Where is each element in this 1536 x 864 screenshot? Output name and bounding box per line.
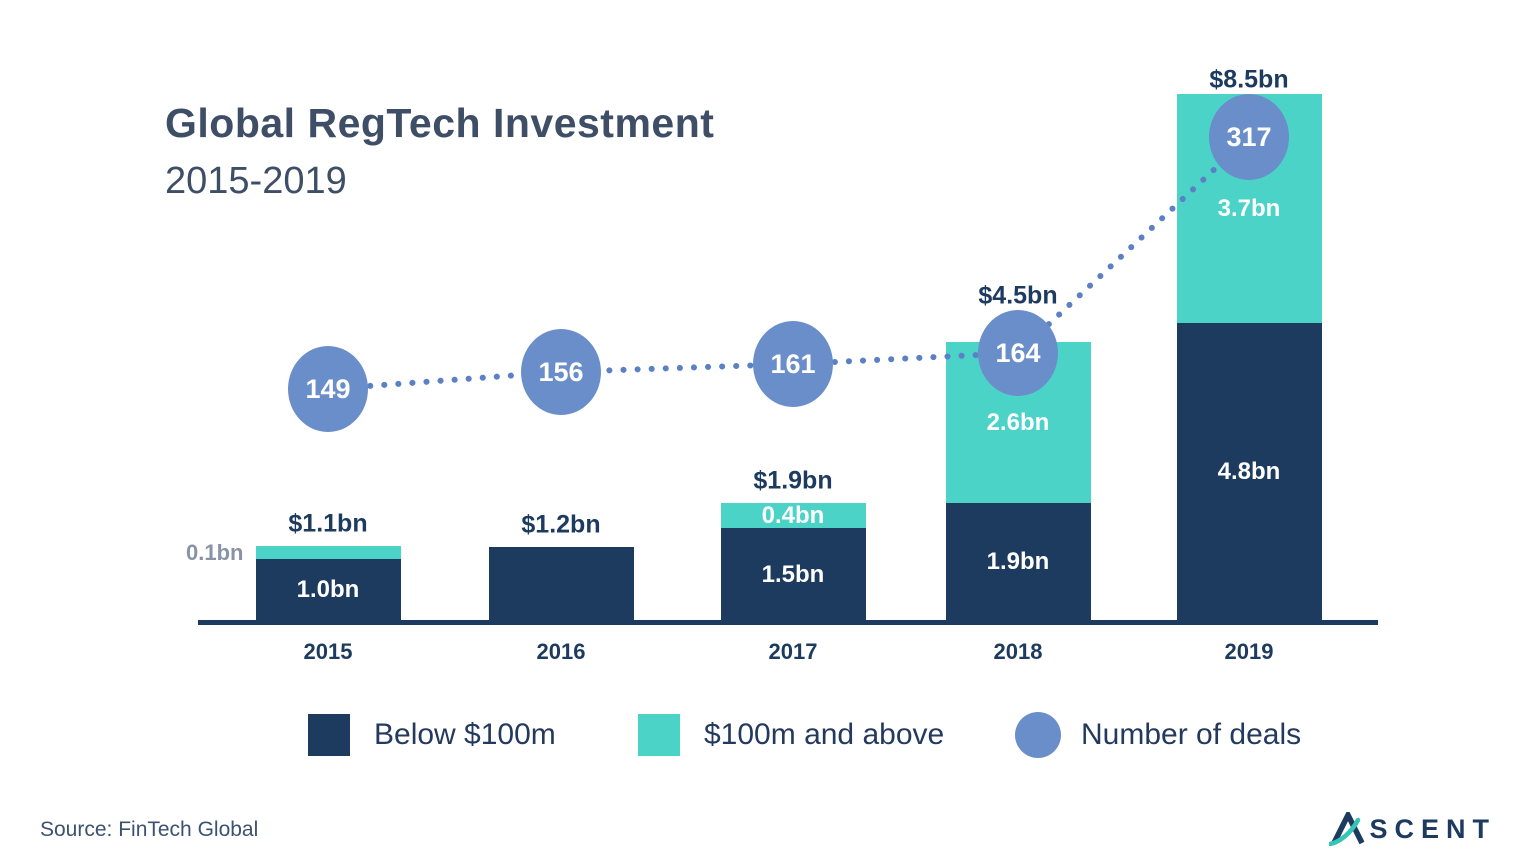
segment-value-label: 2.6bn — [986, 408, 1050, 436]
total-investment-label-2016: $1.2bn — [521, 510, 601, 539]
legend-label: Number of deals — [1081, 718, 1302, 751]
legend-item-number-of-deals: Number of deals — [1015, 712, 1301, 758]
segment-value-label: 1.9bn — [986, 548, 1050, 575]
legend-item-100m-and-above: $100m and above — [638, 714, 944, 756]
source-attribution: Source: FinTech Global — [40, 818, 259, 841]
segment-value-label: 1.5bn — [761, 560, 825, 588]
ascent-logo: SCENT — [1329, 812, 1496, 846]
x-axis-line — [198, 620, 1378, 625]
x-axis-year-label: 2015 — [303, 639, 353, 664]
legend-label: $100m and above — [704, 718, 945, 751]
ascent-logo-a-icon — [1329, 812, 1365, 846]
segment-value-label: 4.8bn — [1217, 458, 1281, 485]
blue-circle-swatch-icon — [1015, 712, 1061, 758]
bar-2015-below-100m-segment — [255, 559, 401, 621]
teal-square-swatch-icon — [638, 714, 680, 756]
x-axis-year-label: 2016 — [536, 639, 586, 664]
total-investment-label-2015: $1.1bn — [288, 509, 368, 538]
bar-2015-100m-and-above-segment — [255, 546, 401, 559]
total-investment-label-2018: $4.5bn — [978, 281, 1058, 310]
legend-label: Below $100m — [374, 718, 556, 751]
x-axis-year-label: 2019 — [1224, 639, 1274, 664]
segment-value-label: 3.7bn — [1217, 194, 1281, 222]
chart-title: Global RegTech Investment — [165, 100, 715, 146]
deals-bubble-2017: 161 — [753, 321, 833, 407]
bar-2018-below-100m-segment — [945, 503, 1091, 621]
total-investment-label-2019: $8.5bn — [1209, 65, 1289, 94]
deals-bubble-2015: 149 — [288, 346, 368, 432]
deals-bubble-2016: 156 — [521, 329, 601, 415]
x-axis-year-label: 2018 — [993, 639, 1043, 664]
bar-2017-below-100m-segment — [720, 528, 866, 621]
bar-2017-100m-and-above-segment — [720, 503, 866, 528]
segment-value-label: 1.0bn — [296, 576, 360, 603]
ascent-logo-wordmark: SCENT — [1369, 814, 1496, 844]
deals-bubble-2019: 317 — [1209, 94, 1289, 180]
bar-2019-below-100m-segment — [1176, 323, 1322, 621]
total-investment-label-2017: $1.9bn — [753, 466, 833, 495]
segment-value-label: 0.4bn — [761, 501, 825, 529]
deals-bubble-2018: 164 — [978, 310, 1058, 396]
chart-subtitle: 2015-2019 — [165, 160, 347, 202]
navy-square-swatch-icon — [308, 714, 350, 756]
x-axis-year-label: 2017 — [768, 639, 818, 664]
segment-value-label-outside: 0.1bn — [186, 539, 244, 565]
legend-item-below-100m: Below $100m — [308, 714, 556, 756]
bar-2016-below-100m-segment — [488, 547, 634, 621]
